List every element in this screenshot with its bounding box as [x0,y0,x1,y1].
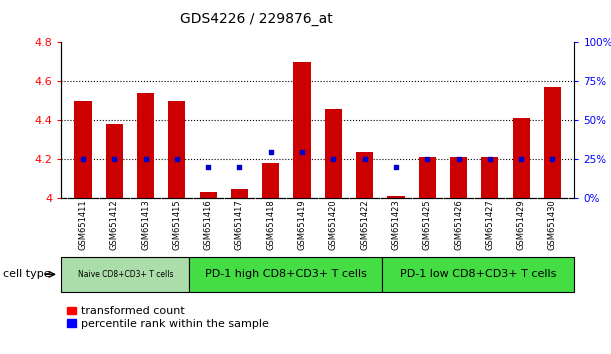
Point [453,156,463,162]
Bar [200,192,217,198]
Bar [106,124,123,198]
Bar [419,157,436,198]
Text: cell type: cell type [3,269,51,279]
Legend: transformed count, percentile rank within the sample: transformed count, percentile rank withi… [67,307,269,329]
Text: GDS4226 / 229876_at: GDS4226 / 229876_at [180,12,333,27]
Bar [544,87,561,198]
Point [109,156,119,162]
Point [360,156,370,162]
Bar [168,101,186,198]
Bar [137,93,154,198]
Bar [189,257,382,292]
Bar [231,189,248,198]
Point [329,156,338,162]
Point [422,156,432,162]
Bar [325,109,342,198]
Point [141,156,150,162]
Text: PD-1 low CD8+CD3+ T cells: PD-1 low CD8+CD3+ T cells [400,269,556,279]
Point [516,156,526,162]
Point [547,156,557,162]
Bar [356,152,373,198]
Text: PD-1 high CD8+CD3+ T cells: PD-1 high CD8+CD3+ T cells [205,269,367,279]
Text: Naive CD8+CD3+ T cells: Naive CD8+CD3+ T cells [78,270,173,279]
Point [172,156,182,162]
Point [297,149,307,154]
Point [266,149,276,154]
Point [203,164,213,170]
Bar [450,157,467,198]
Bar [387,196,404,198]
Bar [513,118,530,198]
Bar [75,101,92,198]
Point [485,156,495,162]
Bar [382,257,574,292]
Point [391,164,401,170]
Point [78,156,88,162]
Point [235,164,244,170]
Bar [61,257,189,292]
Bar [293,62,310,198]
Bar [481,157,499,198]
Bar [262,163,279,198]
